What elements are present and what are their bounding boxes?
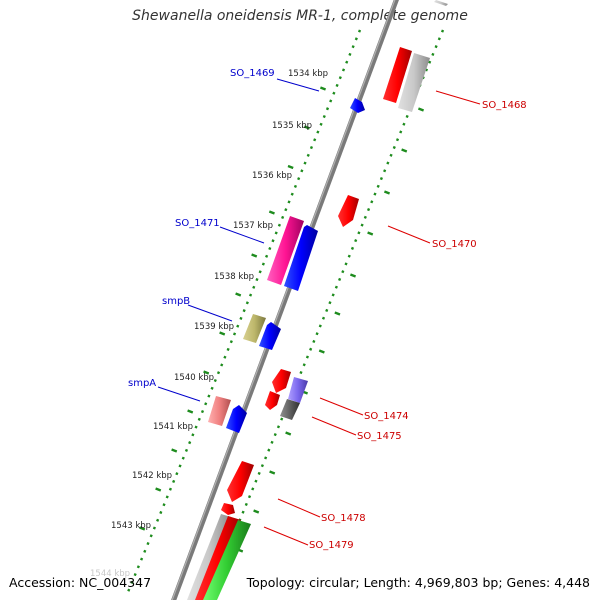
right-leaders [263,90,481,546]
kbp-label: 1544 kbp [90,569,130,579]
gene-label-so1474[interactable]: SO_1474 [364,411,409,422]
kbp-label: 1541 kbp [153,422,193,432]
gene-so1474-red-b[interactable] [265,391,280,410]
kbp-label: 1539 kbp [194,322,234,332]
gene-smpb-blue[interactable] [259,322,281,350]
right-dotted-track [208,29,445,593]
gene-smpb-olive[interactable] [243,314,266,343]
gene-smpa-blue[interactable] [226,405,247,433]
kbp-label: 1537 kbp [233,221,273,231]
gene-so1468-red[interactable] [383,47,412,103]
gene-so1478[interactable] [227,461,254,502]
gene-so1471-blue[interactable] [284,225,318,291]
kbp-label: 1535 kbp [272,121,312,131]
kbp-label: 1536 kbp [252,171,292,181]
kbp-label: 1538 kbp [214,272,254,282]
gene-label-so1478[interactable]: SO_1478 [321,513,366,524]
gene-label-so1469[interactable]: SO_1469 [230,68,275,79]
topology-label: Topology: circular; Length: 4,969,803 bp… [246,575,590,590]
accession-label: Accession: NC_004347 [9,575,152,590]
gene-so1475-dark[interactable] [280,399,300,420]
gene-gray-top[interactable] [434,0,448,6]
backbone-line [171,0,399,600]
gene-so1474-purple[interactable] [288,377,308,403]
gene-label-so1479[interactable]: SO_1479 [309,540,354,551]
backbone-highlight [171,0,396,600]
gene-so1479-green[interactable] [203,520,251,600]
gene-so1469[interactable] [350,98,365,113]
left-track-ticks [139,86,327,531]
gene-so1479-gray[interactable] [187,514,231,600]
left-leaders [157,78,320,402]
gene-label-smpb[interactable]: smpB [162,296,190,307]
gene-so1479-red[interactable] [195,516,241,600]
kbp-label: 1543 kbp [111,521,151,531]
kbp-label: 1534 kbp [288,69,328,79]
gene-so1470[interactable] [338,195,359,227]
gene-so1468-gray[interactable] [398,53,430,112]
gene-label-so1470[interactable]: SO_1470 [432,239,477,250]
kbp-label: 1540 kbp [174,373,214,383]
gene-so1471-magenta[interactable] [267,216,304,285]
gene-label-smpa[interactable]: smpA [128,378,156,389]
gene-label-so1468[interactable]: SO_1468 [482,100,527,111]
gene-label-so1475[interactable]: SO_1475 [357,431,402,442]
gene-so1478-small[interactable] [221,503,235,515]
gene-label-so1471[interactable]: SO_1471 [175,218,220,229]
map-title: Shewanella oneidensis MR-1, complete gen… [132,8,468,24]
kbp-label: 1542 kbp [132,471,172,481]
gene-so1474-red[interactable] [272,369,291,393]
gene-smpa-pink[interactable] [208,396,231,426]
left-dotted-track [126,29,362,593]
